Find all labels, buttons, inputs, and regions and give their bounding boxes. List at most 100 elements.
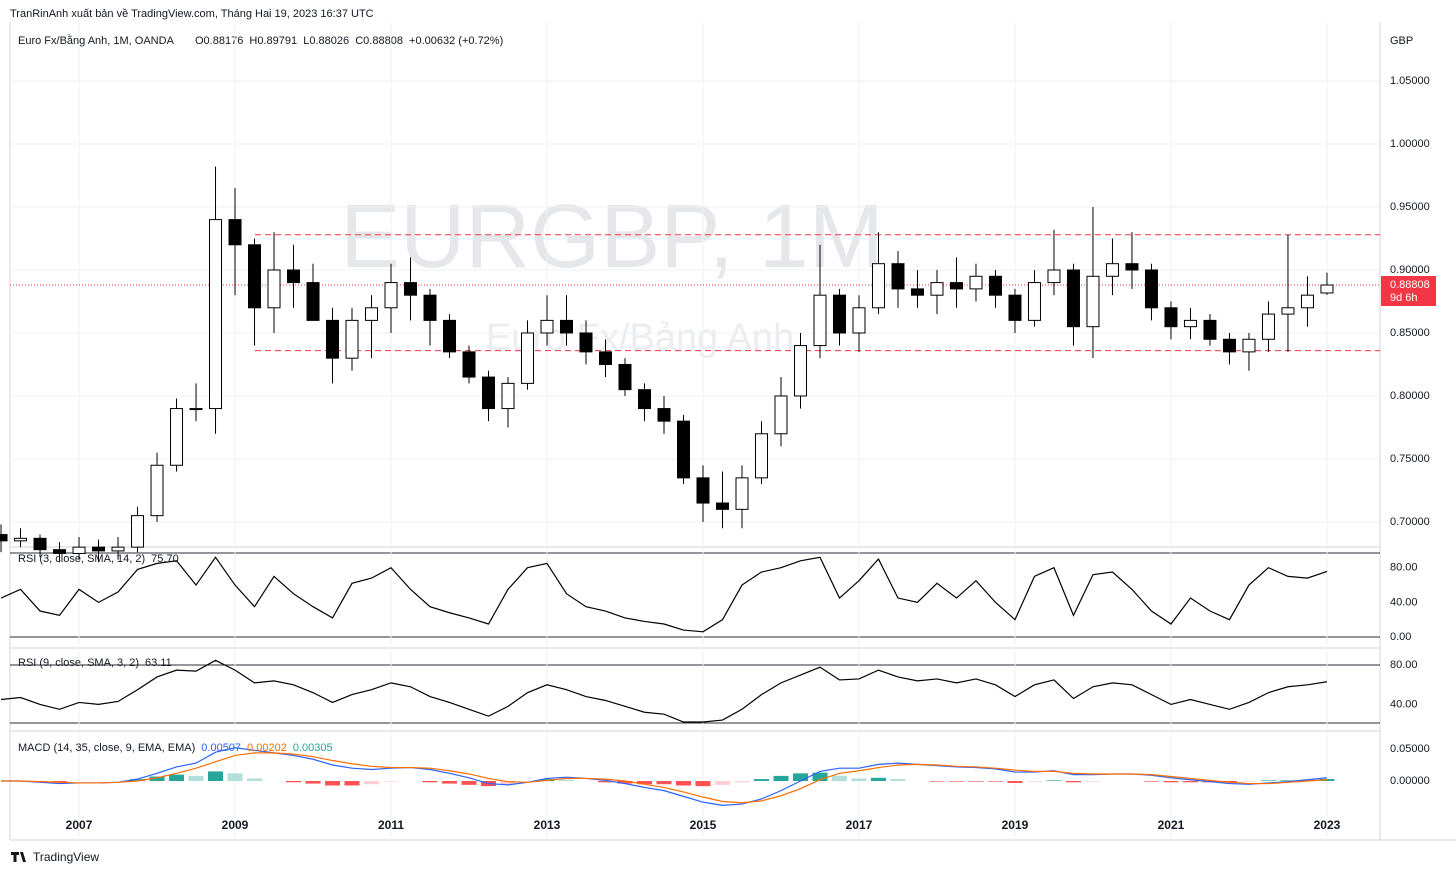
candle-body (1027, 282, 1041, 321)
candle-body (209, 219, 223, 410)
candle-body (150, 464, 164, 517)
macd-histogram (422, 781, 438, 783)
candle-body (930, 282, 944, 296)
candle-body (1261, 313, 1275, 340)
legend-name: MACD (14, 35, close, 9, EMA, EMA) (18, 742, 195, 754)
candle-body (306, 282, 320, 321)
macd-histogram (714, 781, 730, 785)
candle-body (501, 382, 515, 410)
macd-histogram (227, 773, 243, 782)
candle-body (267, 269, 281, 309)
x-tick-label: 2011 (378, 818, 404, 832)
candle-body (1144, 269, 1158, 309)
candle-body (618, 363, 632, 391)
macd-histogram (52, 781, 68, 783)
macd-histogram (812, 772, 828, 782)
y-tick-label: 40.00 (1390, 698, 1418, 710)
candle-body (287, 269, 301, 284)
macd-histogram (1143, 781, 1159, 782)
y-tick-label: 0.00000 (1390, 775, 1430, 787)
candle-body (423, 294, 437, 321)
candle-body (462, 351, 476, 378)
candle-body (228, 219, 242, 246)
candle-body (910, 288, 924, 296)
x-tick-label: 2019 (1002, 818, 1029, 832)
macd-histogram (149, 776, 165, 782)
macd-histogram (247, 778, 263, 782)
macd-histogram (890, 779, 906, 782)
macd-histogram (656, 781, 672, 785)
macd-histogram (344, 781, 360, 786)
macd-histogram (1260, 780, 1276, 782)
candle-body (676, 420, 690, 479)
macd-histogram (305, 781, 321, 784)
candle-body (813, 294, 827, 347)
indicator-legend: RSI (3, close, SMA, 14, 2) 75.70 (18, 553, 179, 565)
brand[interactable]: TradingView (11, 850, 99, 864)
macd-histogram (383, 781, 399, 782)
macd-histogram (364, 781, 380, 785)
candle-body (852, 307, 866, 334)
candle-body (1125, 263, 1139, 271)
candle-body (384, 282, 398, 309)
y-tick-label: 0.00 (1390, 631, 1411, 643)
candle-body (754, 433, 768, 479)
candle-body (1047, 269, 1061, 284)
x-tick-label: 2023 (1314, 818, 1341, 832)
candle-body (131, 515, 145, 548)
candle-body (1320, 284, 1334, 294)
candle-body (14, 537, 28, 542)
y-tick-label: 0.90000 (1390, 264, 1430, 276)
macd-histogram (461, 781, 477, 785)
macd-histogram (851, 778, 867, 782)
macd-histogram (617, 781, 633, 784)
macd-histogram (1046, 780, 1062, 782)
candle-body (0, 534, 8, 542)
x-tick-label: 2009 (222, 818, 249, 832)
candle-body (92, 546, 106, 552)
macd-histogram (1280, 780, 1296, 782)
candle-body (404, 282, 418, 296)
candle-body (72, 546, 86, 554)
macd-histogram (208, 771, 224, 782)
legend-value: 0.00507 (201, 742, 241, 754)
candle-body (482, 376, 496, 410)
macd-histogram (188, 775, 204, 782)
macd-histogram (1007, 781, 1023, 783)
y-tick-label: 40.00 (1390, 596, 1418, 608)
candle-body (248, 244, 262, 309)
macd-histogram (1221, 781, 1237, 783)
macd-histogram (675, 781, 691, 786)
candle-body (988, 275, 1002, 296)
legend-name: RSI (9, close, SMA, 3, 2) (18, 657, 139, 669)
macd-histogram (968, 781, 984, 782)
macd-histogram (169, 774, 185, 782)
candle-body (1203, 319, 1217, 340)
macd-histogram (987, 781, 1003, 782)
candle-body (715, 502, 729, 510)
grid-layer (10, 80, 1380, 523)
candle-body (579, 332, 593, 353)
candle-body (1164, 307, 1178, 328)
candle-body (598, 351, 612, 365)
y-tick-label: 0.80000 (1390, 390, 1430, 402)
candle-body (832, 294, 846, 334)
symbol-info: Euro Fx/Bằng Anh, 1M, OANDA (18, 34, 175, 47)
candle-body (735, 477, 749, 510)
x-tick-label: 2013 (534, 818, 561, 832)
y-tick-label: 0.85000 (1390, 327, 1430, 339)
candle-body (891, 263, 905, 290)
indicator-line (0, 556, 1328, 633)
watermark-sub: Euro Fx/Bảng Anh (486, 317, 794, 359)
legend-value: 0.00305 (293, 742, 333, 754)
candle-body (365, 307, 379, 321)
candle-body (949, 282, 963, 290)
y-tick-label: 80.00 (1390, 659, 1418, 671)
candle-body (637, 389, 651, 410)
macd-histogram (753, 779, 769, 782)
candle-body (111, 546, 125, 552)
x-tick-label: 2007 (66, 818, 93, 832)
macd-histogram (286, 781, 302, 783)
y-tick-label: 1.00000 (1390, 138, 1430, 150)
macd-histogram (1182, 781, 1198, 783)
